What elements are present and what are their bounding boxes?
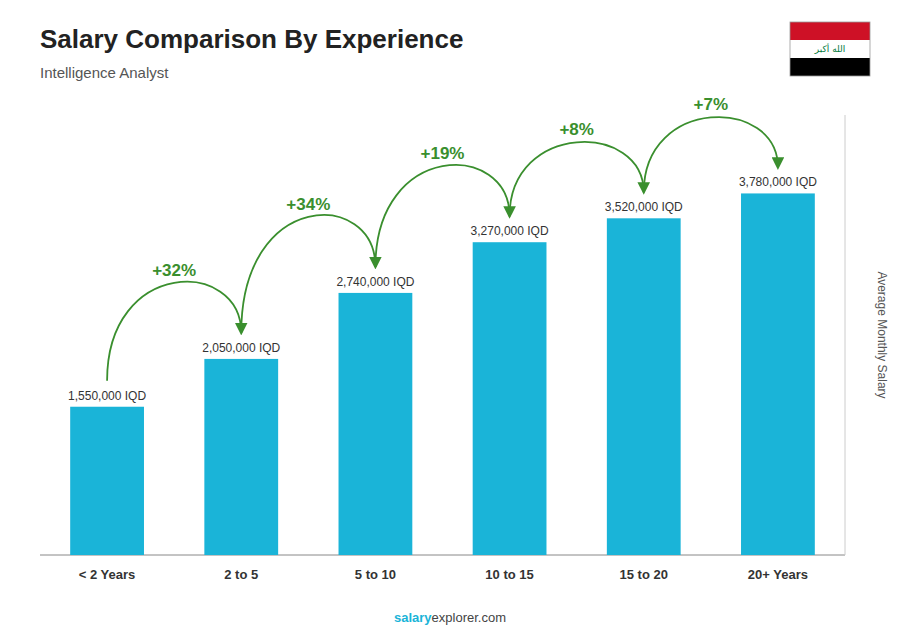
value-label: 1,550,000 IQD <box>68 389 146 403</box>
growth-arrow <box>644 117 778 192</box>
x-tick-label: < 2 Years <box>79 567 136 582</box>
footer-part: salary <box>394 610 432 625</box>
flag-stripe <box>790 58 870 76</box>
chart: Salary Comparison By Experience Intellige… <box>0 0 900 641</box>
bar <box>70 407 144 555</box>
flag-stripe <box>790 22 870 40</box>
x-tick-label: 2 to 5 <box>224 567 258 582</box>
chart-container: Salary Comparison By Experience Intellige… <box>0 0 900 641</box>
growth-arrow <box>375 165 509 267</box>
bar <box>473 242 547 555</box>
footer: salaryexplorer.com <box>394 610 506 625</box>
title: Salary Comparison By Experience <box>40 24 463 54</box>
growth-arrow <box>510 142 644 216</box>
growth-label: +19% <box>421 144 465 163</box>
growth-arrow <box>241 215 375 333</box>
bar <box>607 218 681 555</box>
x-tick-label: 15 to 20 <box>620 567 668 582</box>
flag: الله أكبر <box>790 22 870 76</box>
value-label: 3,270,000 IQD <box>471 224 549 238</box>
growth-label: +34% <box>286 195 330 214</box>
flag-stripe <box>790 40 870 58</box>
bar <box>204 359 278 555</box>
y-axis-label: Average Monthly Salary <box>875 271 889 398</box>
x-axis-line <box>40 555 845 556</box>
subtitle: Intelligence Analyst <box>40 64 169 81</box>
growth-arrow <box>107 282 241 381</box>
flag-text: الله أكبر <box>814 43 845 54</box>
x-tick-label: 10 to 15 <box>485 567 533 582</box>
growth-label: +32% <box>152 261 196 280</box>
y-axis-line <box>845 115 846 555</box>
value-label: 3,520,000 IQD <box>605 200 683 214</box>
value-label: 3,780,000 IQD <box>739 175 817 189</box>
flag-border <box>790 22 870 76</box>
growth-label: +8% <box>559 120 594 139</box>
x-tick-label: 5 to 10 <box>355 567 396 582</box>
footer-part: explorer.com <box>432 610 506 625</box>
value-label: 2,740,000 IQD <box>336 275 414 289</box>
value-label: 2,050,000 IQD <box>202 341 280 355</box>
bar <box>339 293 413 555</box>
bars <box>70 193 815 555</box>
bar <box>741 193 815 555</box>
x-tick-label: 20+ Years <box>748 567 808 582</box>
growth-label: +7% <box>694 95 729 114</box>
